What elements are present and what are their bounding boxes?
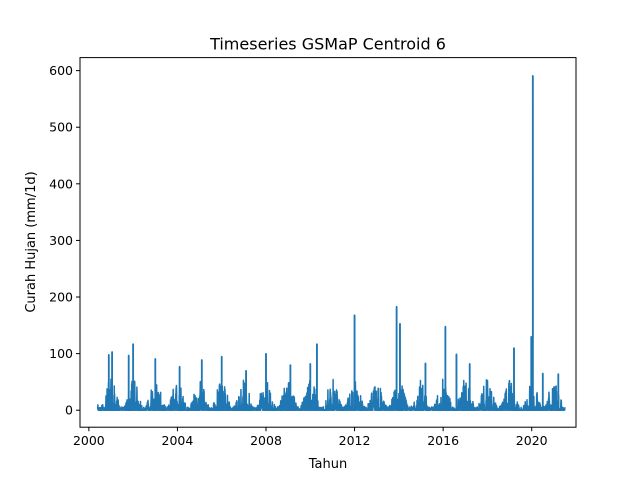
- x-tick-label: 2004: [162, 433, 194, 448]
- y-tick-label: 100: [49, 346, 73, 361]
- x-tick-label: 2000: [73, 433, 105, 448]
- y-tick-label: 600: [49, 63, 73, 78]
- plot-frame: [79, 57, 577, 428]
- x-tick-label: 2012: [339, 433, 371, 448]
- series-group: [96, 74, 566, 411]
- y-tick-label: 500: [49, 120, 73, 135]
- y-tick-label: 0: [65, 403, 73, 418]
- x-tick-label: 2008: [250, 433, 282, 448]
- y-tick-label: 200: [49, 290, 73, 305]
- chart-title: Timeseries GSMaP Centroid 6: [209, 35, 446, 54]
- y-tick-label: 400: [49, 176, 73, 191]
- y-axis: 0 100 200 300 400 500 600: [49, 63, 80, 418]
- x-axis: 2000 2004 2008 2012 2016 2020: [73, 427, 548, 448]
- x-tick-label: 2020: [516, 433, 548, 448]
- y-axis-label: Curah Hujan (mm/1d): [24, 171, 39, 312]
- series-line: [96, 74, 566, 411]
- y-tick-label: 300: [49, 233, 73, 248]
- x-tick-label: 2016: [427, 433, 459, 448]
- x-axis-label: Tahun: [308, 457, 347, 472]
